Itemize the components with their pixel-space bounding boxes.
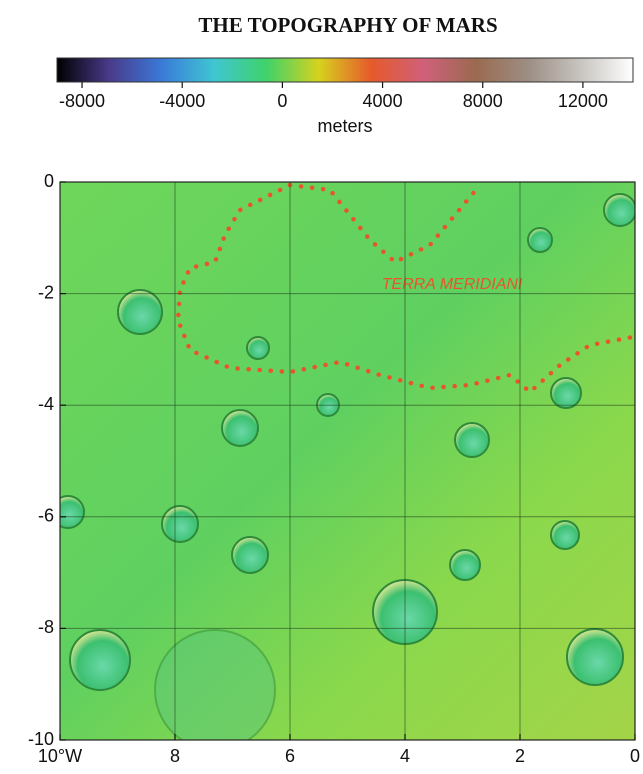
crater [161,505,199,543]
colorbar-tick-label: -8000 [59,91,105,111]
colorbar-tick-label: 4000 [363,91,403,111]
crater [527,227,553,253]
region-boundary [175,182,636,395]
crater [566,628,624,686]
y-tick-label: -8 [38,617,54,637]
colorbar-tick-label: 0 [277,91,287,111]
terrain [60,182,635,740]
crater [221,409,259,447]
colorbar-label: meters [317,116,372,136]
crater [454,422,490,458]
crater [69,629,131,691]
crater [154,629,276,740]
crater [60,495,85,529]
colorbar-tick-label: 12000 [558,91,608,111]
crater [550,377,582,409]
x-tick-label: 2 [515,746,525,766]
map: TERRA MERIDIANI [59,181,636,741]
crater [603,193,635,227]
colorbar-tick-label: -4000 [159,91,205,111]
region-label: TERRA MERIDIANI [382,276,523,293]
crater [117,289,163,335]
crater [246,336,270,360]
colorbar-tick-label: 8000 [463,91,503,111]
y-tick-label: -10 [28,729,54,749]
x-tick-label: 0 [630,746,640,766]
y-tick-label: -2 [38,282,54,302]
x-tick-label: 10°W [38,746,82,766]
y-tick-label: -6 [38,506,54,526]
title: THE TOPOGRAPHY OF MARS [198,13,497,37]
x-tick-label: 8 [170,746,180,766]
crater [449,549,481,581]
crater [550,520,580,550]
crater [231,536,269,574]
y-tick-label: -4 [38,394,54,414]
colorbar [56,57,634,83]
x-tick-label: 4 [400,746,410,766]
y-tick-label: 0 [44,171,54,191]
x-tick-label: 6 [285,746,295,766]
map-frame [59,181,636,741]
